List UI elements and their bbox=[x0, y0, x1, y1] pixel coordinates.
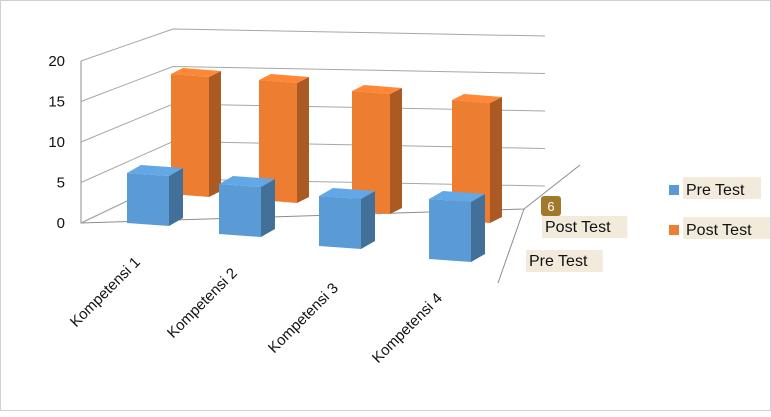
depth-axis-labels: Post Test Pre Test bbox=[526, 216, 628, 272]
bar-front-face bbox=[219, 184, 261, 237]
bar-front-face bbox=[319, 196, 361, 249]
data-label-badge: 6 bbox=[541, 196, 561, 216]
pre-test-bars bbox=[127, 165, 485, 262]
x-tick-label: Kompetensi 1 bbox=[67, 254, 144, 331]
bar-top-face bbox=[319, 188, 375, 199]
bar-front-face bbox=[429, 199, 471, 262]
bar-side-face bbox=[361, 191, 375, 249]
y-axis-tick-labels: 0 5 10 15 20 bbox=[48, 53, 65, 232]
post-test-bar bbox=[259, 74, 309, 203]
depth-axis-label: Post Test bbox=[545, 219, 611, 236]
bar-front-face bbox=[259, 80, 297, 203]
bar-top-face bbox=[352, 85, 402, 94]
bar-side-face bbox=[169, 168, 183, 226]
bar-side-face bbox=[471, 194, 485, 262]
post-test-bar bbox=[352, 85, 402, 214]
x-axis-tick-labels: Kompetensi 1 Kompetensi 2 Kompetensi 3 Komp… bbox=[67, 254, 446, 367]
legend-label-background bbox=[683, 177, 761, 199]
post-test-bar bbox=[171, 68, 221, 197]
x-tick-label: Kompetensi 2 bbox=[164, 265, 241, 342]
depth-axis-line bbox=[497, 208, 525, 284]
bar-top-face bbox=[452, 94, 502, 103]
depth-label-background bbox=[526, 250, 603, 272]
y-tick-label: 0 bbox=[57, 215, 65, 232]
bar-front-face bbox=[171, 74, 209, 197]
post-test-bar bbox=[452, 94, 502, 223]
pre-test-bar bbox=[219, 176, 275, 237]
bar-side-face bbox=[261, 179, 275, 237]
legend-label: Post Test bbox=[686, 222, 752, 239]
x-tick-label: Kompetensi 4 bbox=[369, 290, 446, 367]
bar-side-face bbox=[209, 71, 221, 197]
y-tick-label: 20 bbox=[48, 53, 65, 70]
legend-label: Pre Test bbox=[686, 182, 745, 199]
bar-top-face bbox=[259, 74, 309, 83]
y-tick-label: 15 bbox=[48, 94, 65, 111]
data-label: 6 bbox=[547, 199, 554, 214]
bar-top-face bbox=[219, 176, 275, 187]
data-label-box bbox=[541, 196, 561, 216]
bar-front-face bbox=[452, 100, 490, 223]
bar-side-face bbox=[490, 97, 502, 223]
legend-swatch bbox=[669, 185, 679, 195]
bar-top-face bbox=[171, 68, 221, 77]
pre-test-bar bbox=[429, 191, 485, 262]
bar-front-face bbox=[352, 91, 390, 214]
y-tick-label: 10 bbox=[48, 134, 65, 151]
gridline bbox=[80, 28, 546, 62]
y-tick-label: 5 bbox=[57, 175, 65, 192]
legend-label-background bbox=[683, 217, 770, 239]
bar-side-face bbox=[297, 77, 309, 203]
gridline bbox=[80, 65, 546, 102]
post-test-bars bbox=[171, 68, 502, 223]
legend: Pre Test Post Test bbox=[669, 177, 770, 239]
pre-test-bar bbox=[319, 188, 375, 249]
depth-label-background bbox=[542, 216, 628, 238]
bar-top-face bbox=[429, 191, 485, 202]
bar-front-face bbox=[127, 173, 169, 226]
bar-side-face bbox=[390, 88, 402, 214]
legend-swatch bbox=[669, 225, 679, 235]
pre-test-bar bbox=[127, 165, 183, 226]
bar-top-face bbox=[127, 165, 183, 176]
depth-axis-label: Pre Test bbox=[529, 253, 588, 270]
x-tick-label: Kompetensi 3 bbox=[265, 280, 342, 357]
